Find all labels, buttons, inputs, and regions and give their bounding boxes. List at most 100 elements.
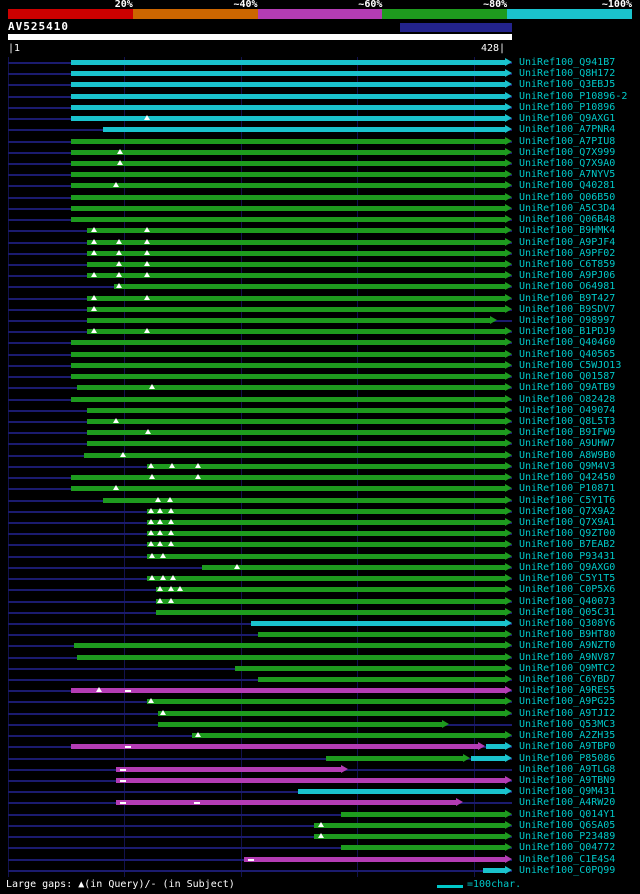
subject-id-link[interactable]: UniRef100_A7PIU8 (519, 135, 616, 147)
subject-id-link[interactable]: UniRef100_P10896 (519, 101, 616, 113)
alignment-bar[interactable] (70, 475, 505, 481)
alignment-bar[interactable] (146, 508, 505, 514)
alignment-bar[interactable] (87, 239, 505, 245)
subject-id-link[interactable]: UniRef100_Q308Y6 (519, 617, 616, 629)
subject-id-link[interactable]: UniRef100_C5Y1T5 (519, 573, 616, 585)
subject-id-link[interactable]: UniRef100_O64981 (519, 281, 616, 293)
subject-id-link[interactable]: UniRef100_Q3EBJ5 (519, 79, 616, 91)
subject-id-link[interactable]: UniRef100_Q7X9A0 (519, 157, 616, 169)
alignment-bar[interactable] (87, 228, 505, 234)
alignment-bar[interactable] (76, 654, 505, 660)
subject-id-link[interactable]: UniRef100_Q8L5T3 (519, 416, 616, 427)
subject-id-link[interactable]: UniRef100_Q8H172 (519, 68, 616, 80)
alignment-bar[interactable] (482, 867, 505, 873)
alignment-bar[interactable] (70, 183, 505, 189)
alignment-bar[interactable] (325, 755, 464, 761)
subject-id-link[interactable]: UniRef100_A9PF02 (519, 247, 616, 259)
subject-id-link[interactable]: UniRef100_A9TBN9 (519, 775, 616, 786)
alignment-bar[interactable] (87, 407, 505, 413)
alignment-bar[interactable] (116, 766, 341, 772)
alignment-bar[interactable] (87, 261, 505, 267)
subject-id-link[interactable]: UniRef100_C0PQ99 (519, 864, 616, 876)
subject-id-link[interactable]: UniRef100_C1E4S4 (519, 853, 616, 865)
alignment-bar[interactable] (70, 82, 505, 88)
subject-id-link[interactable]: UniRef100_A9TBP0 (519, 741, 616, 753)
subject-id-link[interactable]: UniRef100_Q40073 (519, 595, 616, 607)
alignment-bar[interactable] (87, 295, 505, 301)
alignment-bar[interactable] (74, 643, 505, 649)
alignment-bar[interactable] (87, 419, 505, 424)
alignment-bar[interactable] (258, 677, 505, 683)
alignment-bar[interactable] (158, 721, 443, 727)
alignment-bar[interactable] (70, 149, 505, 155)
alignment-bar[interactable] (471, 755, 505, 761)
subject-id-link[interactable]: UniRef100_B1PDJ9 (519, 326, 616, 338)
alignment-bar[interactable] (83, 452, 505, 458)
alignment-bar[interactable] (70, 116, 505, 122)
subject-id-link[interactable]: UniRef100_Q04772 (519, 842, 616, 854)
alignment-bar[interactable] (87, 250, 505, 256)
alignment-bar[interactable] (87, 430, 505, 436)
alignment-bar[interactable] (244, 856, 505, 862)
subject-id-link[interactable]: UniRef100_Q06B48 (519, 214, 616, 226)
subject-id-link[interactable]: UniRef100_A8W9B0 (519, 449, 616, 461)
alignment-bar[interactable] (155, 598, 505, 604)
subject-id-link[interactable]: UniRef100_Q6SA05 (519, 819, 616, 831)
subject-id-link[interactable]: UniRef100_Q05C31 (519, 606, 616, 618)
subject-id-link[interactable]: UniRef100_A9PG25 (519, 696, 616, 708)
alignment-bar[interactable] (70, 60, 505, 65)
alignment-bar[interactable] (70, 688, 505, 694)
alignment-bar[interactable] (70, 351, 505, 357)
alignment-bar[interactable] (146, 553, 505, 559)
alignment-bar[interactable] (70, 486, 505, 492)
alignment-bar[interactable] (70, 362, 505, 368)
subject-id-link[interactable]: UniRef100_Q40565 (519, 348, 616, 360)
alignment-bar[interactable] (87, 441, 505, 447)
subject-id-link[interactable]: UniRef100_A9NZT0 (519, 640, 616, 652)
subject-id-link[interactable]: UniRef100_Q941B7 (519, 57, 616, 68)
alignment-bar[interactable] (314, 822, 505, 828)
alignment-bar[interactable] (70, 217, 505, 223)
alignment-bar[interactable] (191, 733, 505, 739)
alignment-bar[interactable] (258, 632, 505, 638)
subject-id-link[interactable]: UniRef100_B9IFW9 (519, 427, 616, 439)
subject-id-link[interactable]: UniRef100_A4RW20 (519, 797, 616, 809)
subject-id-link[interactable]: UniRef100_P23489 (519, 831, 616, 843)
alignment-bar[interactable] (146, 531, 505, 537)
subject-id-link[interactable]: UniRef100_C6YBD7 (519, 674, 616, 686)
alignment-bar[interactable] (146, 576, 505, 582)
alignment-bar[interactable] (340, 845, 505, 851)
subject-id-link[interactable]: UniRef100_Q9AXG1 (519, 113, 616, 125)
alignment-bar[interactable] (340, 811, 505, 817)
subject-id-link[interactable]: UniRef100_C5WJO13 (519, 359, 622, 371)
alignment-bar[interactable] (70, 172, 505, 178)
subject-id-link[interactable]: UniRef100_A9RES5 (519, 685, 616, 697)
subject-id-link[interactable]: UniRef100_Q53MC3 (519, 718, 616, 730)
alignment-bar[interactable] (87, 273, 505, 279)
subject-id-link[interactable]: UniRef100_P10871 (519, 483, 616, 495)
subject-id-link[interactable]: UniRef100_Q9MTC2 (519, 662, 616, 674)
alignment-bar[interactable] (113, 284, 505, 290)
subject-id-link[interactable]: UniRef100_P93431 (519, 550, 616, 562)
alignment-bar[interactable] (70, 340, 505, 346)
subject-id-link[interactable]: UniRef100_O82428 (519, 393, 616, 405)
alignment-bar[interactable] (146, 542, 505, 548)
alignment-bar[interactable] (251, 620, 505, 626)
alignment-bar[interactable] (87, 329, 505, 335)
subject-id-link[interactable]: UniRef100_Q42450 (519, 472, 616, 484)
alignment-bar[interactable] (76, 385, 505, 391)
subject-id-link[interactable]: UniRef100_B7EAB2 (519, 539, 616, 551)
subject-id-link[interactable]: UniRef100_A9TJI2 (519, 707, 616, 719)
alignment-bar[interactable] (87, 306, 505, 312)
alignment-bar[interactable] (116, 778, 505, 783)
subject-id-link[interactable]: UniRef100_Q40281 (519, 180, 616, 192)
alignment-bar[interactable] (70, 138, 505, 144)
subject-id-link[interactable]: UniRef100_A9TLG8 (519, 763, 616, 775)
alignment-bar[interactable] (297, 789, 505, 795)
subject-id-link[interactable]: UniRef100_Q7X9A2 (519, 505, 616, 517)
alignment-bar[interactable] (146, 519, 505, 525)
subject-id-link[interactable]: UniRef100_A7PNR4 (519, 124, 616, 136)
subject-id-link[interactable]: UniRef100_Q9ATB9 (519, 382, 616, 394)
alignment-bar[interactable] (155, 609, 505, 615)
subject-id-link[interactable]: UniRef100_A5C3D4 (519, 202, 616, 214)
